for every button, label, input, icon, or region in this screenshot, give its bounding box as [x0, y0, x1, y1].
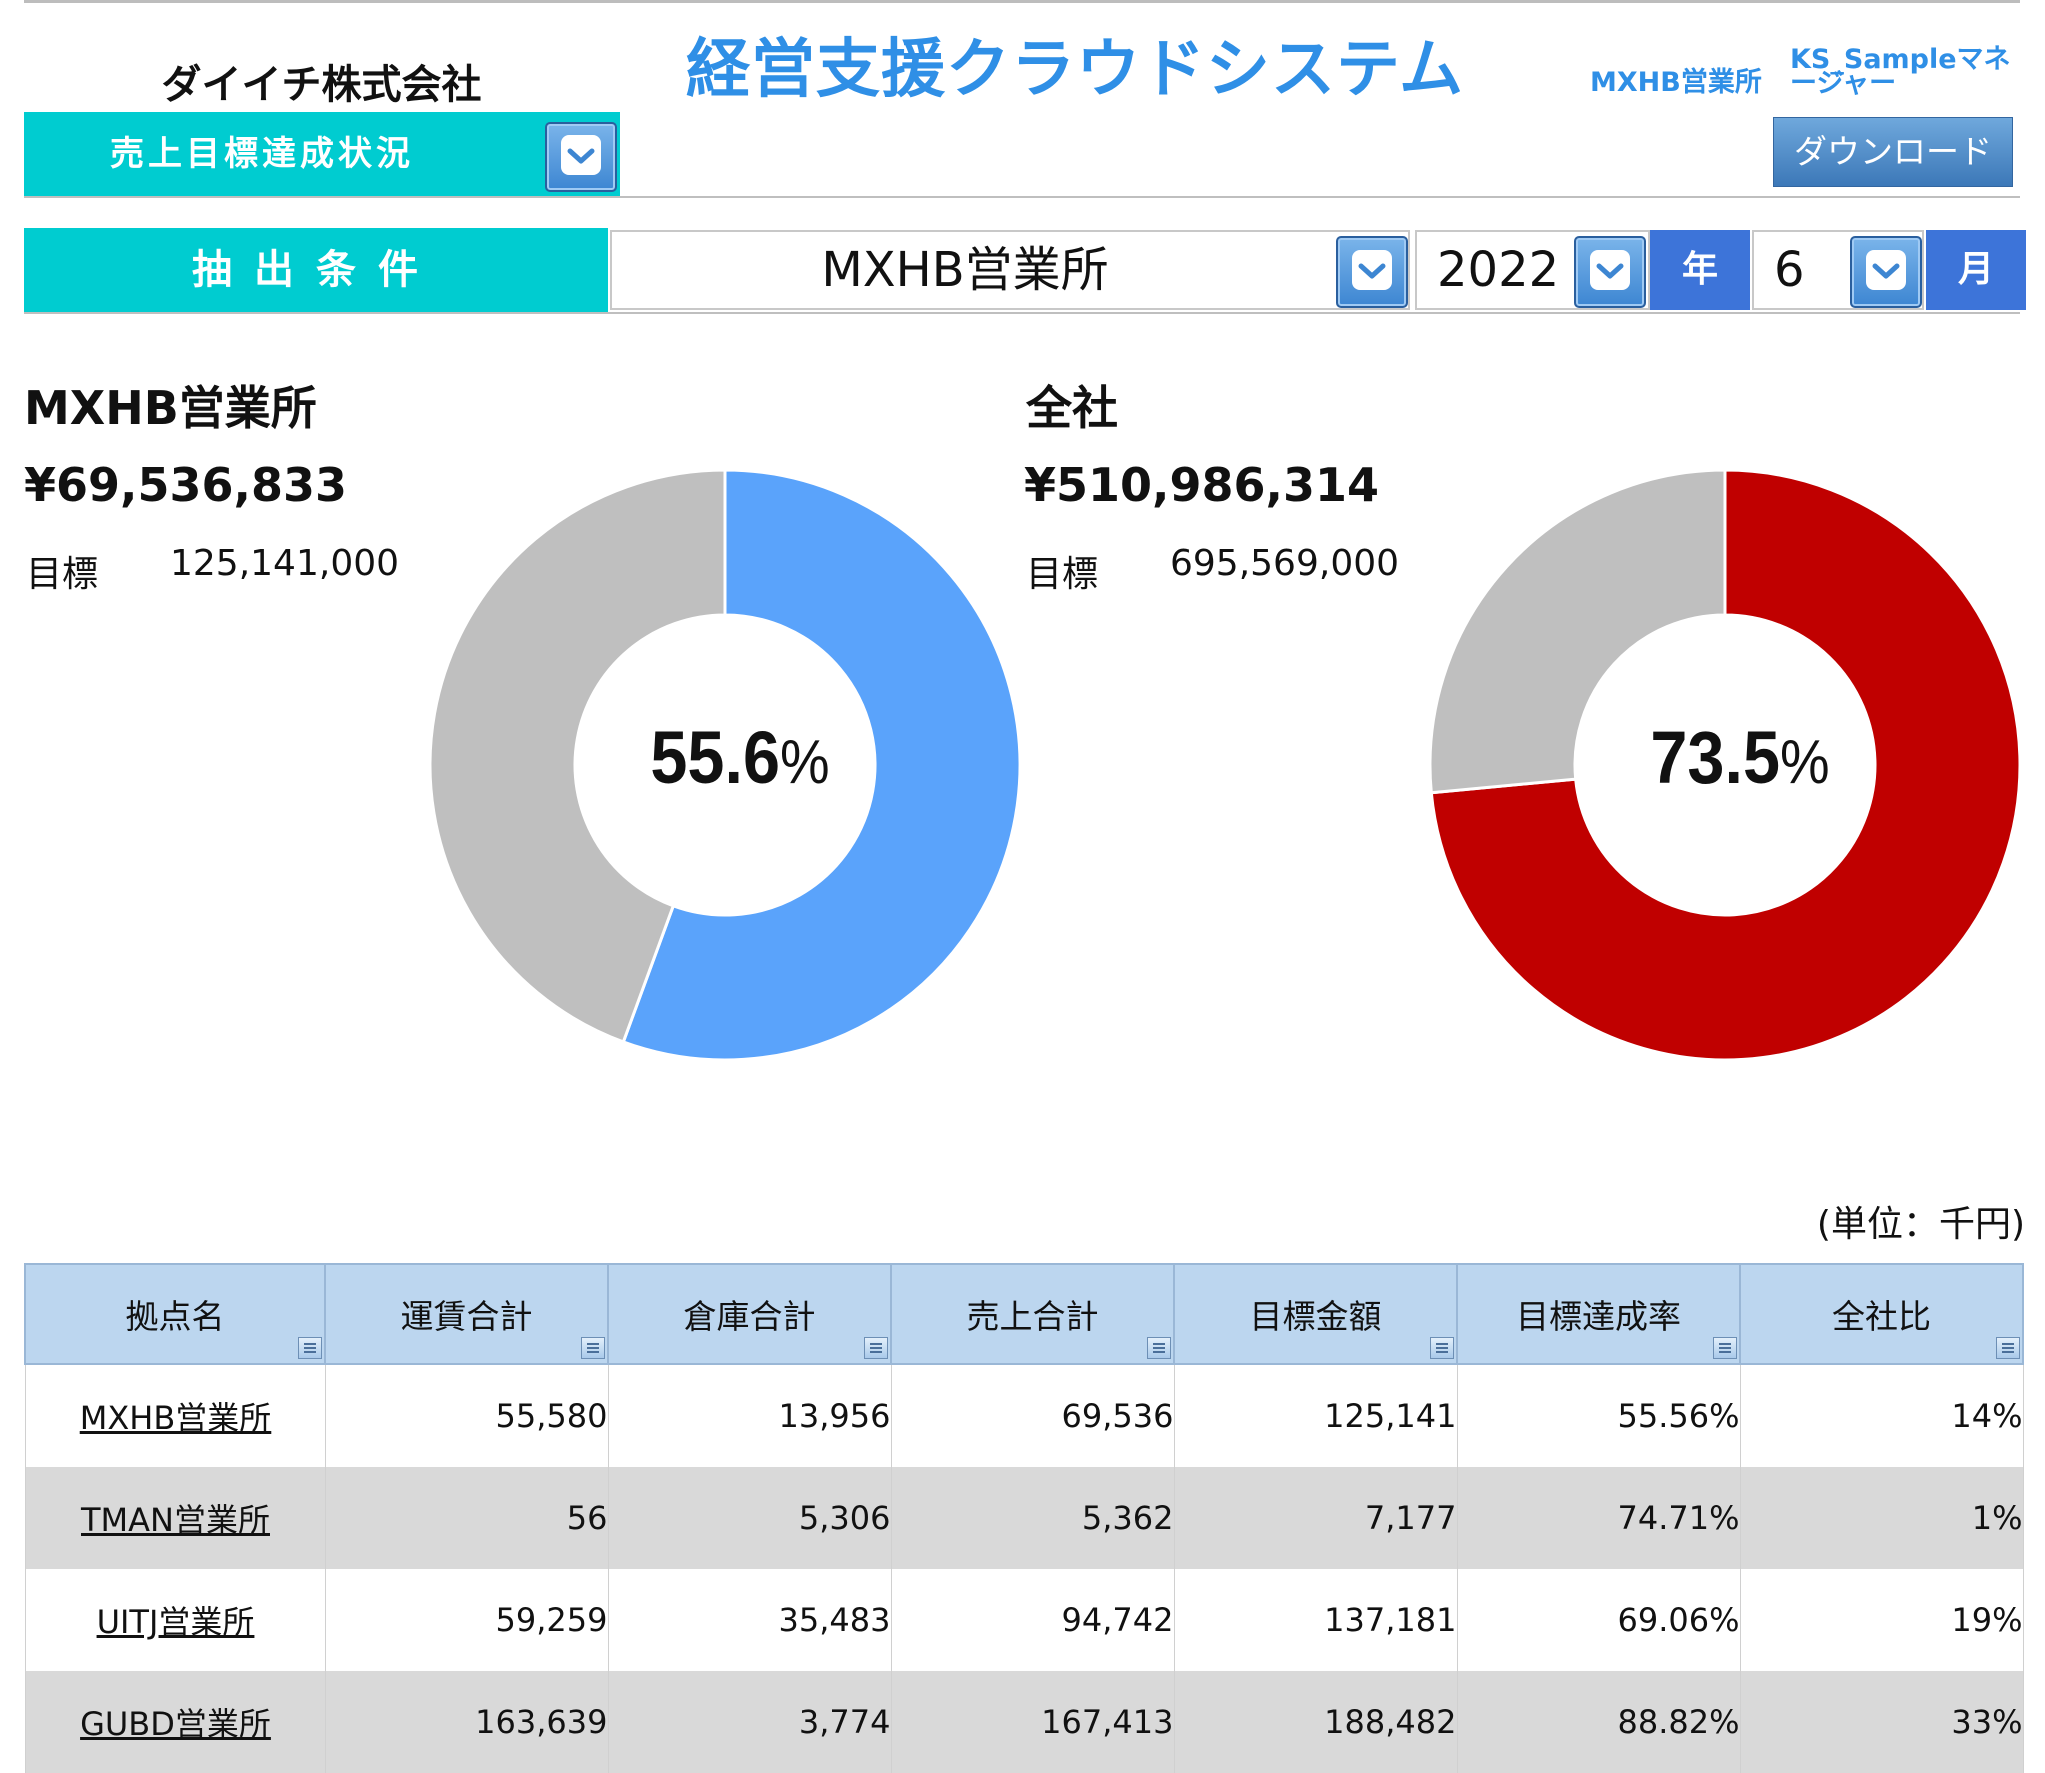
table-cell: 1%: [1739, 1467, 2024, 1569]
table-cell: 7,177: [1173, 1467, 1458, 1569]
office-link[interactable]: TMAN営業所: [24, 1467, 326, 1569]
office-achievement-donut: [428, 468, 1022, 1062]
table-cell: 69,536: [890, 1364, 1175, 1467]
divider: [24, 196, 2020, 198]
office-link[interactable]: UITJ営業所: [24, 1569, 326, 1671]
current-user: KS_Sampleマネージャー: [1790, 44, 2011, 99]
company-name: ダイイチ株式会社: [161, 62, 482, 108]
menu-selector-label: 売上目標達成状況: [110, 134, 414, 174]
table-cell: 19%: [1739, 1569, 2024, 1671]
menu-selector[interactable]: [24, 112, 620, 196]
remaining-slice: [1428, 468, 1727, 795]
month-unit: 月: [1926, 230, 2026, 310]
table-cell: 14%: [1739, 1364, 2024, 1467]
filter-icon[interactable]: [1713, 1337, 1737, 1359]
table-row: GUBD営業所 163,639 3,774 167,413 188,482 88…: [24, 1671, 2024, 1773]
table-row: TMAN営業所 56 5,306 5,362 7,177 74.71% 1%: [24, 1467, 2024, 1569]
table-cell: 137,181: [1173, 1569, 1458, 1671]
top-border: [24, 0, 2020, 3]
chevron-down-icon: [1590, 250, 1630, 290]
table-row: MXHB営業所 55,580 13,956 69,536 125,141 55.…: [24, 1364, 2024, 1467]
filter-icon[interactable]: [1147, 1337, 1171, 1359]
table-cell: 5,306: [607, 1467, 892, 1569]
company-summary-title: 全社: [1026, 381, 1118, 435]
column-header[interactable]: 運賃合計: [324, 1263, 609, 1365]
company-target-label: 目標: [1026, 554, 1099, 595]
office-select[interactable]: MXHB営業所: [610, 230, 1410, 310]
chevron-down-icon: [1352, 250, 1392, 290]
office-summary-title: MXHB営業所: [24, 381, 317, 435]
filter-icon[interactable]: [298, 1337, 322, 1359]
month-dropdown-button[interactable]: [1850, 236, 1922, 308]
conditions-label: 抽出条件: [24, 228, 608, 312]
table-cell: 74.71%: [1456, 1467, 1741, 1569]
current-office: MXHB営業所: [1590, 67, 1762, 98]
column-header[interactable]: 全社比: [1739, 1263, 2024, 1365]
table-row: UITJ営業所 59,259 35,483 94,742 137,181 69.…: [24, 1569, 2024, 1671]
table-cell: 163,639: [324, 1671, 609, 1773]
table-cell: 55.56%: [1456, 1364, 1741, 1467]
unit-note: (単位：千円): [1816, 1204, 2025, 1245]
remaining-slice: [428, 468, 727, 1044]
table-cell: 55,580: [324, 1364, 609, 1467]
column-header[interactable]: 目標達成率: [1456, 1263, 1741, 1365]
filter-icon[interactable]: [1430, 1337, 1454, 1359]
office-target-value: 125,141,000: [170, 543, 400, 584]
table-cell: 5,362: [890, 1467, 1175, 1569]
table-cell: 35,483: [607, 1569, 892, 1671]
year-dropdown-button[interactable]: [1574, 236, 1646, 308]
office-target-label: 目標: [26, 554, 99, 595]
company-achievement-donut: [1428, 468, 2022, 1062]
results-table: 拠点名 運賃合計 倉庫合計 売上合計 目標金額 目標達成率 全社比 MXHB営業…: [24, 1263, 2024, 1773]
filter-icon[interactable]: [581, 1337, 605, 1359]
column-header[interactable]: 倉庫合計: [607, 1263, 892, 1365]
chevron-down-icon: [1866, 250, 1906, 290]
table-cell: 88.82%: [1456, 1671, 1741, 1773]
company-target-value: 695,569,000: [1170, 543, 1400, 584]
year-unit: 年: [1650, 230, 1750, 310]
table-cell: 94,742: [890, 1569, 1175, 1671]
office-link[interactable]: GUBD営業所: [24, 1671, 326, 1773]
office-achievement-rate: 55.6%: [650, 716, 830, 799]
chevron-down-icon: [561, 135, 601, 175]
download-button[interactable]: ダウンロード: [1773, 117, 2013, 187]
table-cell: 125,141: [1173, 1364, 1458, 1467]
table-header-row: 拠点名 運賃合計 倉庫合計 売上合計 目標金額 目標達成率 全社比: [24, 1263, 2024, 1365]
achieved-slice: [1429, 468, 2022, 1062]
office-dropdown-button[interactable]: [1336, 236, 1408, 308]
table-cell: 13,956: [607, 1364, 892, 1467]
menu-dropdown-button[interactable]: [545, 122, 617, 192]
column-header[interactable]: 目標金額: [1173, 1263, 1458, 1365]
column-header[interactable]: 売上合計: [890, 1263, 1175, 1365]
app-title: 経営支援クラウドシステム: [685, 33, 1465, 107]
table-cell: 56: [324, 1467, 609, 1569]
filter-icon[interactable]: [1996, 1337, 2020, 1359]
filter-icon[interactable]: [864, 1337, 888, 1359]
table-cell: 59,259: [324, 1569, 609, 1671]
achieved-slice: [621, 468, 1022, 1062]
office-link[interactable]: MXHB営業所: [24, 1364, 326, 1467]
company-achievement-rate: 73.5%: [1650, 716, 1830, 799]
table-cell: 167,413: [890, 1671, 1175, 1773]
table-cell: 33%: [1739, 1671, 2024, 1773]
table-cell: 188,482: [1173, 1671, 1458, 1773]
divider: [24, 312, 2020, 314]
company-sales-amount: ¥510,986,314: [1024, 458, 1380, 512]
office-sales-amount: ¥69,536,833: [24, 458, 348, 512]
table-cell: 3,774: [607, 1671, 892, 1773]
column-header[interactable]: 拠点名: [24, 1263, 326, 1365]
table-cell: 69.06%: [1456, 1569, 1741, 1671]
